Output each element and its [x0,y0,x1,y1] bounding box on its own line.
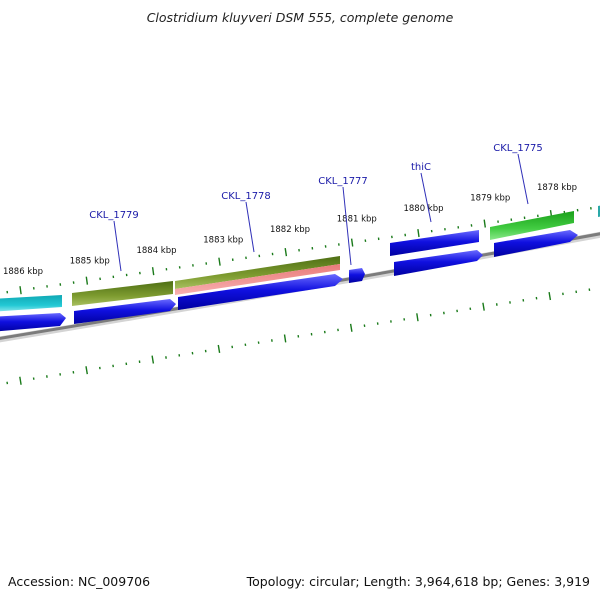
accession-text: Accession: NC_009706 [8,574,150,589]
scale-label: 1882 kbp [270,225,310,235]
inner-scale-major-tick [416,313,419,322]
scale-label: 1879 kbp [470,194,510,204]
green-feature-ckl-1775[interactable] [490,211,574,240]
inner-scale-major-tick [19,376,22,385]
scale-labels: 1886 kbp 1885 kbp 1884 kbp 1883 kbp 1882 kbp… [3,183,577,277]
leader-thic [420,172,432,223]
outer-scale-major-tick [19,286,22,295]
olive-feature-ckl-1779[interactable] [72,281,173,306]
teal-feature[interactable] [0,295,62,312]
scale-label: 1881 kbp [337,215,377,225]
inner-scale-major-tick [217,344,221,354]
inner-scale-major-tick [283,334,287,343]
outer-scale-major-tick [483,219,486,228]
genome-summary-text: Topology: circular; Length: 3,964,618 bp… [246,574,590,589]
cds-track-upper [349,230,479,283]
gene-label-ckl-1775[interactable]: CKL_1775 [493,143,543,154]
gene-label-ckl-1778[interactable]: CKL_1778 [221,191,271,202]
scale-label: 1884 kbp [136,246,176,256]
cds-arrow-4[interactable] [394,250,483,276]
pink-feature-ckl-1778[interactable] [175,264,340,295]
map-title: Clostridium kluyveri DSM 555, complete g… [147,10,454,25]
outer-scale-major-tick [350,238,354,247]
leader-ckl-1775 [517,153,529,205]
cds-arrow-5[interactable] [494,230,578,257]
gene-label-ckl-1777[interactable]: CKL_1777 [318,176,368,187]
scale-label: 1885 kbp [70,257,110,267]
outer-scale-major-tick [218,257,221,266]
inner-scale-major-tick [482,302,485,311]
gene-labels: CKL_1779 CKL_1778 CKL_1777 thiC CKL_1775 [89,143,543,272]
inner-scale-major-tick [548,291,552,301]
cds-arrow-2[interactable] [74,299,176,324]
inner-scale-major-tick [349,323,353,332]
scale-label: 1880 kbp [403,204,443,214]
outer-scale-major-tick [85,276,89,285]
scale-label: 1878 kbp [537,183,577,193]
leader-ckl-1777 [342,186,352,266]
feature-track [0,205,600,312]
gene-label-thic[interactable]: thiC [411,162,431,173]
olive-feature-ckl-1778[interactable] [175,256,340,289]
leader-ckl-1778 [245,201,255,253]
cds-arrow-thic[interactable] [390,230,479,256]
cds-arrow-3[interactable] [178,274,343,310]
outer-scale-major-tick [151,267,155,276]
cds-arrow-1[interactable] [0,313,66,332]
inner-scale-major-tick [151,355,155,364]
outer-scale-major-tick [417,229,420,238]
inner-scale-major-tick [85,366,88,375]
leader-ckl-1779 [113,220,122,272]
scale-label: 1886 kbp [3,267,43,277]
outer-scale-major-tick [284,247,288,257]
gene-label-ckl-1779[interactable]: CKL_1779 [89,210,139,221]
cds-track-lower [0,230,578,332]
outer-scale-ticks [6,206,592,295]
scale-label: 1883 kbp [203,236,243,246]
cds-arrow-small[interactable] [349,268,365,283]
inner-scale-ticks [6,288,591,385]
